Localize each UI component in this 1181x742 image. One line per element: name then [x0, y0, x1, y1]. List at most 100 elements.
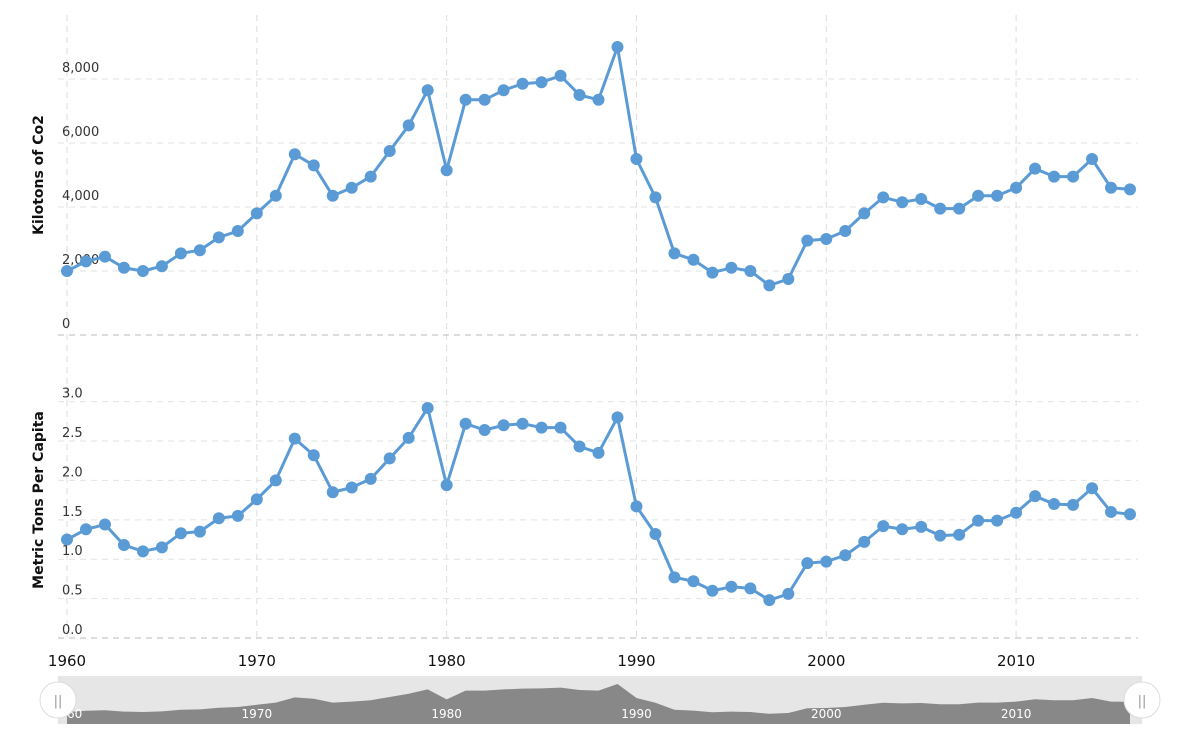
data-point[interactable]	[953, 528, 966, 541]
data-point[interactable]	[535, 421, 548, 434]
data-point[interactable]	[1010, 506, 1023, 519]
data-point[interactable]	[212, 231, 225, 244]
data-point[interactable]	[364, 170, 377, 183]
data-point[interactable]	[725, 261, 738, 274]
data-point[interactable]	[1029, 490, 1042, 503]
data-point[interactable]	[991, 514, 1004, 527]
data-point[interactable]	[763, 279, 776, 292]
data-point[interactable]	[364, 472, 377, 485]
data-point[interactable]	[782, 587, 795, 600]
data-point[interactable]	[611, 411, 624, 424]
data-point[interactable]	[934, 202, 947, 215]
data-point[interactable]	[801, 557, 814, 570]
data-point[interactable]	[744, 265, 757, 277]
data-point[interactable]	[136, 545, 149, 558]
data-point[interactable]	[345, 481, 358, 494]
data-point[interactable]	[79, 523, 92, 536]
data-point[interactable]	[687, 575, 700, 588]
data-point[interactable]	[478, 424, 491, 436]
data-point[interactable]	[858, 207, 871, 220]
data-point[interactable]	[630, 500, 643, 513]
data-point[interactable]	[440, 479, 453, 492]
navigator-right-handle[interactable]: ||	[1123, 681, 1161, 719]
data-point[interactable]	[972, 514, 985, 527]
data-point[interactable]	[554, 421, 567, 434]
data-point[interactable]	[402, 119, 415, 132]
data-point[interactable]	[1029, 162, 1042, 175]
data-point[interactable]	[193, 525, 206, 538]
data-point[interactable]	[877, 520, 890, 533]
data-point[interactable]	[839, 549, 852, 562]
data-point[interactable]	[516, 77, 529, 90]
data-point[interactable]	[421, 84, 434, 97]
data-point[interactable]	[174, 527, 187, 540]
data-point[interactable]	[972, 189, 985, 202]
data-point[interactable]	[307, 159, 320, 172]
data-point[interactable]	[288, 432, 301, 445]
data-point[interactable]	[953, 202, 966, 215]
data-point[interactable]	[763, 594, 776, 607]
data-point[interactable]	[1067, 170, 1080, 183]
data-point[interactable]	[820, 233, 833, 245]
data-point[interactable]	[744, 582, 757, 595]
data-point[interactable]	[250, 207, 263, 220]
data-point[interactable]	[706, 266, 719, 279]
data-point[interactable]	[231, 225, 244, 237]
data-point[interactable]	[326, 486, 339, 499]
data-point[interactable]	[269, 189, 282, 202]
data-point[interactable]	[117, 539, 130, 552]
data-point[interactable]	[250, 493, 263, 506]
data-point[interactable]	[858, 535, 871, 548]
data-point[interactable]	[117, 261, 130, 274]
data-point[interactable]	[383, 452, 396, 465]
data-point[interactable]	[649, 191, 662, 204]
data-point[interactable]	[497, 84, 510, 97]
data-point[interactable]	[592, 93, 605, 106]
data-point[interactable]	[1086, 482, 1099, 495]
data-point[interactable]	[687, 253, 700, 266]
data-point[interactable]	[820, 555, 833, 568]
data-point[interactable]	[1048, 170, 1061, 183]
data-point[interactable]	[440, 164, 453, 177]
data-point[interactable]	[155, 541, 168, 554]
data-point[interactable]	[1086, 153, 1099, 165]
data-point[interactable]	[174, 247, 187, 260]
data-point[interactable]	[1105, 505, 1118, 518]
data-point[interactable]	[231, 509, 244, 522]
data-point[interactable]	[839, 225, 852, 237]
data-point[interactable]	[668, 247, 681, 260]
data-point[interactable]	[79, 255, 92, 268]
data-point[interactable]	[573, 440, 586, 453]
data-point[interactable]	[421, 401, 434, 414]
data-point[interactable]	[1067, 498, 1080, 511]
data-point[interactable]	[459, 93, 472, 106]
data-point[interactable]	[61, 533, 73, 546]
data-point[interactable]	[915, 193, 928, 205]
data-point[interactable]	[554, 69, 567, 82]
data-point[interactable]	[896, 523, 909, 536]
data-point[interactable]	[592, 446, 605, 459]
data-point[interactable]	[630, 153, 643, 165]
data-point[interactable]	[155, 260, 168, 273]
navigator-left-handle[interactable]: ||	[39, 681, 77, 719]
data-point[interactable]	[326, 189, 339, 202]
data-point[interactable]	[801, 234, 814, 247]
data-point[interactable]	[383, 145, 396, 157]
data-point[interactable]	[934, 529, 947, 542]
data-point[interactable]	[782, 273, 795, 285]
data-point[interactable]	[1048, 498, 1061, 511]
data-point[interactable]	[307, 449, 320, 462]
data-point[interactable]	[288, 148, 301, 161]
data-point[interactable]	[98, 518, 111, 531]
data-point[interactable]	[345, 181, 358, 194]
data-point[interactable]	[611, 41, 624, 53]
data-point[interactable]	[535, 76, 548, 89]
data-point[interactable]	[725, 580, 738, 593]
data-point[interactable]	[649, 528, 662, 540]
data-point[interactable]	[98, 250, 111, 263]
data-point[interactable]	[1105, 181, 1118, 194]
data-point[interactable]	[706, 584, 719, 597]
data-point[interactable]	[896, 196, 909, 209]
data-point[interactable]	[459, 417, 472, 430]
